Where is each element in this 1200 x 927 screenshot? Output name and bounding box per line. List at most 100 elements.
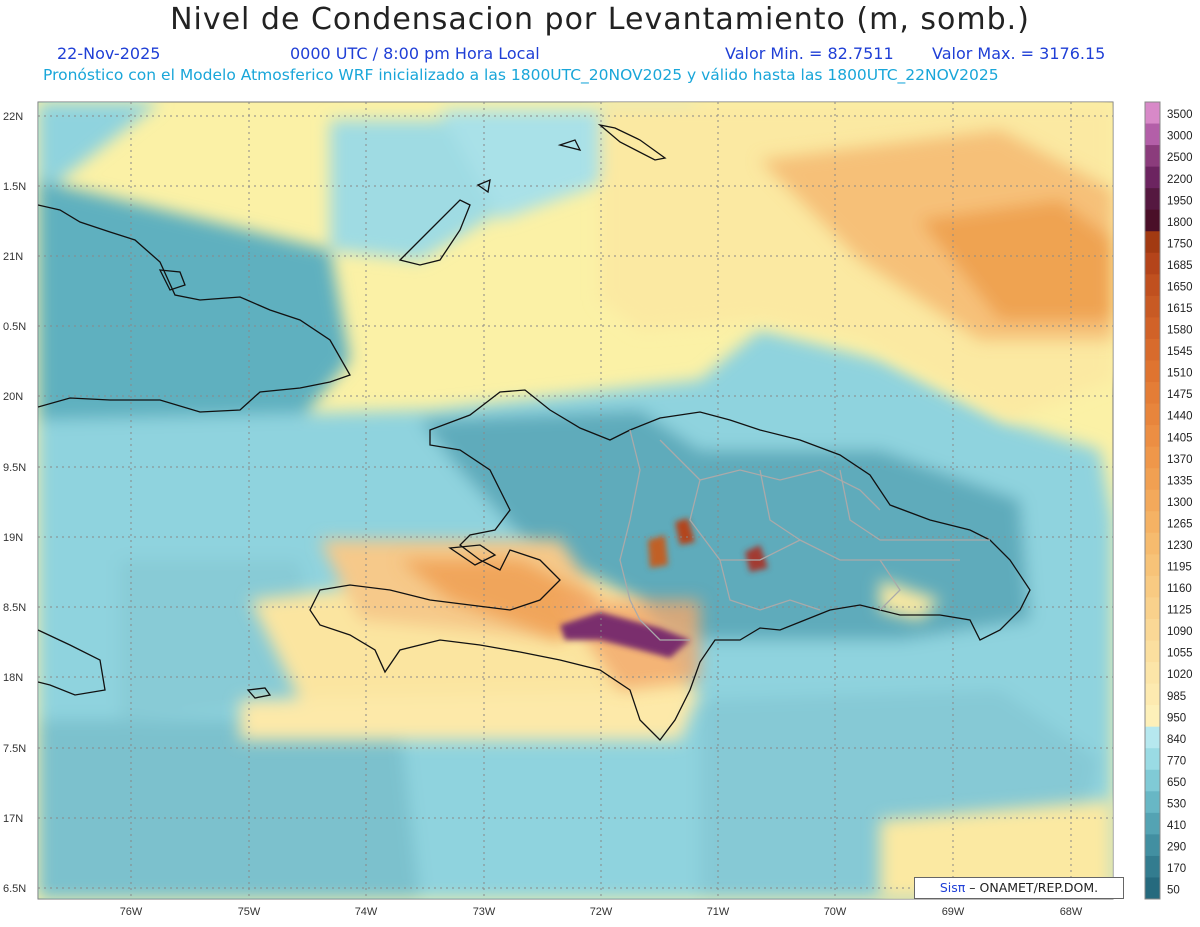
sis-logo: Sisπ	[939, 880, 966, 895]
lat-label: 22N	[3, 111, 23, 123]
model-info: Pronóstico con el Modelo Atmosferico WRF…	[43, 66, 999, 84]
lat-label: 1.5N	[3, 181, 26, 193]
lon-label: 74W	[355, 906, 378, 918]
colorbar-swatch	[1145, 683, 1160, 706]
province-borders	[619, 429, 990, 641]
lat-label: 6.5N	[3, 883, 26, 895]
colorbar-swatch	[1145, 855, 1160, 878]
coast-cuba	[38, 204, 351, 413]
colorbar-label: 1195	[1167, 562, 1192, 574]
colorbar-label: 1335	[1167, 475, 1193, 487]
lon-label: 75W	[238, 906, 261, 918]
colorbar-label: 770	[1167, 755, 1186, 767]
credit-org: – ONAMET/REP.DOM.	[969, 880, 1099, 895]
colorbar-label: 1370	[1167, 454, 1193, 466]
colorbar-label: 1405	[1167, 432, 1193, 444]
lat-labels: 22N 1.5N 21N 0.5N 20N 9.5N 19N 8.5N 18N …	[3, 111, 26, 895]
colorbar-swatch	[1145, 295, 1160, 318]
lat-label: 21N	[3, 251, 23, 263]
colorbar-swatch	[1145, 812, 1160, 835]
lon-label: 70W	[824, 906, 847, 918]
colorbar: 3500 3000 2500 2200 1950 1800 1750 1685 1650 1615…	[1144, 101, 1193, 900]
lon-labels: 76W 75W 74W 73W 72W 71W 70W 69W 68W	[120, 906, 1083, 918]
lon-label: 73W	[473, 906, 496, 918]
colorbar-label: 985	[1167, 691, 1186, 703]
lat-label: 8.5N	[3, 602, 26, 614]
colorbar-label: 1650	[1167, 281, 1193, 293]
lon-label: 68W	[1060, 906, 1083, 918]
colorbar-swatch	[1145, 532, 1160, 555]
colorbar-label: 1800	[1167, 217, 1193, 229]
coast-jamaica	[38, 629, 106, 696]
colorbar-swatch	[1145, 705, 1160, 728]
colorbar-swatch	[1145, 425, 1160, 448]
lon-label: 69W	[942, 906, 965, 918]
lat-label: 17N	[3, 813, 23, 825]
colorbar-label: 1125	[1167, 605, 1192, 617]
colorbar-label: 1265	[1167, 518, 1193, 530]
colorbar-label: 1440	[1167, 411, 1193, 423]
colorbar-swatch	[1145, 834, 1160, 857]
lat-label: 20N	[3, 391, 23, 403]
colorbar-swatch	[1145, 791, 1160, 814]
colorbar-swatch	[1145, 102, 1160, 125]
colorbar-swatch	[1145, 360, 1160, 383]
colorbar-swatch	[1145, 597, 1160, 620]
colorbar-label: 3000	[1167, 131, 1193, 143]
lat-label: 0.5N	[3, 321, 26, 333]
colorbar-label: 1545	[1167, 346, 1193, 358]
colorbar-swatch	[1145, 338, 1160, 361]
colorbar-swatch	[1145, 446, 1160, 469]
colorbar-swatch	[1145, 662, 1160, 685]
colorbar-label: 840	[1167, 734, 1186, 746]
colorbar-label: 170	[1167, 863, 1186, 875]
colorbar-swatch	[1145, 274, 1160, 297]
colorbar-swatch	[1145, 748, 1160, 771]
min-value: Valor Min. = 82.7511	[725, 44, 894, 63]
colorbar-label: 1300	[1167, 497, 1193, 509]
colorbar-label: 1950	[1167, 195, 1193, 207]
colorbar-swatch	[1145, 188, 1160, 211]
colorbar-label: 50	[1167, 885, 1180, 897]
colorbar-swatch	[1145, 554, 1160, 577]
colorbar-label: 1685	[1167, 260, 1193, 272]
colorbar-label: 2200	[1167, 174, 1193, 186]
colorbar-swatch	[1145, 209, 1160, 232]
colorbar-swatch	[1145, 382, 1160, 405]
colorbar-label: 290	[1167, 842, 1186, 854]
colorbar-swatch	[1145, 877, 1160, 900]
lon-label: 71W	[707, 906, 730, 918]
colorbar-swatch	[1145, 123, 1160, 146]
colorbar-label: 1090	[1167, 626, 1193, 638]
colorbar-swatch	[1145, 489, 1160, 512]
colorbar-swatch	[1145, 511, 1160, 534]
colorbar-swatch	[1145, 769, 1160, 792]
coastlines	[38, 123, 1031, 741]
forecast-date: 22-Nov-2025	[57, 44, 161, 63]
lcl-field	[38, 102, 1113, 899]
colorbar-swatch	[1145, 618, 1160, 642]
forecast-time: 0000 UTC / 8:00 pm Hora Local	[290, 44, 540, 63]
lat-label: 7.5N	[3, 743, 26, 755]
colorbar-label: 3500	[1167, 109, 1193, 121]
colorbar-swatch	[1145, 403, 1160, 426]
lat-label: 9.5N	[3, 462, 26, 474]
colorbar-label: 410	[1167, 820, 1186, 832]
colorbar-label: 1160	[1167, 583, 1192, 595]
colorbar-label: 1055	[1167, 648, 1193, 660]
colorbar-label: 1230	[1167, 540, 1193, 552]
colorbar-label: 1615	[1167, 303, 1193, 315]
colorbar-label: 2500	[1167, 152, 1193, 164]
colorbar-label: 950	[1167, 712, 1186, 724]
colorbar-label: 530	[1167, 798, 1186, 810]
colorbar-swatch	[1145, 145, 1160, 168]
colorbar-label: 1580	[1167, 325, 1193, 337]
lon-label: 72W	[590, 906, 613, 918]
colorbar-label: 650	[1167, 777, 1186, 789]
colorbar-label: 1020	[1167, 669, 1193, 681]
colorbar-swatch	[1145, 468, 1160, 491]
coast-hispaniola	[309, 389, 1031, 741]
lon-label: 76W	[120, 906, 143, 918]
colorbar-swatch	[1145, 252, 1160, 275]
